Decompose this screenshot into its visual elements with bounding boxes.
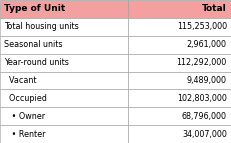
Bar bbox=[0, 54, 128, 72]
Bar bbox=[0, 18, 128, 36]
Bar bbox=[128, 18, 231, 36]
Bar bbox=[128, 125, 231, 143]
Text: 9,489,000: 9,489,000 bbox=[187, 76, 227, 85]
Text: Total: Total bbox=[202, 4, 227, 13]
Bar bbox=[128, 36, 231, 54]
Bar bbox=[128, 107, 231, 125]
Bar bbox=[128, 89, 231, 107]
Bar bbox=[128, 72, 231, 89]
Text: 115,253,000: 115,253,000 bbox=[177, 22, 227, 31]
Bar bbox=[0, 107, 128, 125]
Text: 2,961,000: 2,961,000 bbox=[187, 40, 227, 49]
Text: 102,803,000: 102,803,000 bbox=[177, 94, 227, 103]
Text: 112,292,000: 112,292,000 bbox=[176, 58, 227, 67]
Text: Seasonal units: Seasonal units bbox=[4, 40, 63, 49]
Bar bbox=[0, 125, 128, 143]
Bar bbox=[0, 89, 128, 107]
Bar bbox=[0, 72, 128, 89]
Text: Year-round units: Year-round units bbox=[4, 58, 69, 67]
Text: 34,007,000: 34,007,000 bbox=[182, 130, 227, 139]
Text: • Owner: • Owner bbox=[4, 112, 45, 121]
Bar bbox=[128, 0, 231, 18]
Text: Occupied: Occupied bbox=[4, 94, 47, 103]
Text: • Renter: • Renter bbox=[4, 130, 46, 139]
Text: Vacant: Vacant bbox=[4, 76, 37, 85]
Text: Total housing units: Total housing units bbox=[4, 22, 79, 31]
Bar bbox=[0, 36, 128, 54]
Bar bbox=[128, 54, 231, 72]
Text: 68,796,000: 68,796,000 bbox=[182, 112, 227, 121]
Text: Type of Unit: Type of Unit bbox=[4, 4, 65, 13]
Bar bbox=[0, 0, 128, 18]
